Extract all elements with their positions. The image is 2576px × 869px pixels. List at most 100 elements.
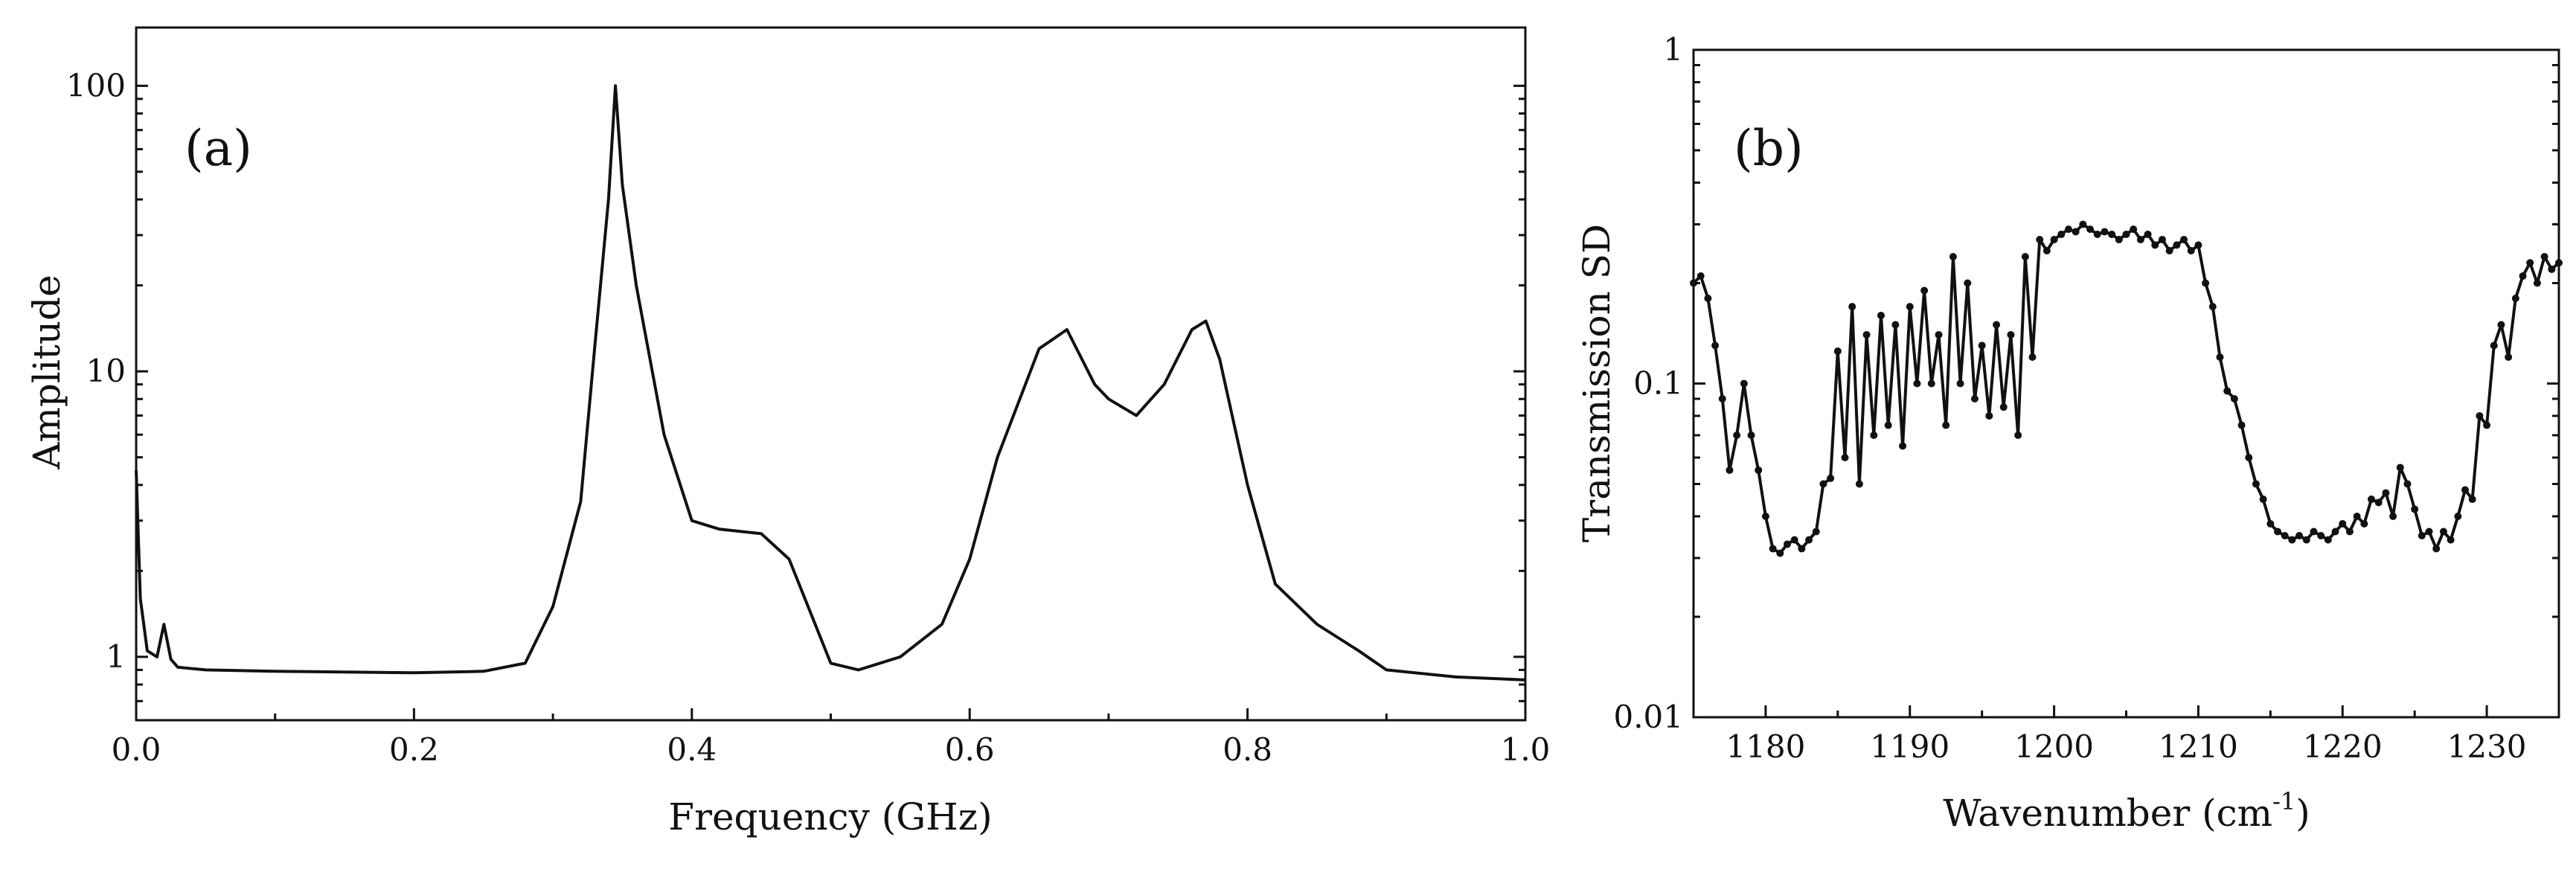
panel-b-data-point xyxy=(2259,496,2267,504)
panel-a-x-axis-title: Frequency (GHz) xyxy=(668,795,992,838)
panel-b-data-point xyxy=(2050,236,2058,244)
panel-b-data-point xyxy=(1790,536,1798,544)
panel-b-data-point xyxy=(1970,395,1979,403)
panel-b-x-tick-label: 1190 xyxy=(1870,728,1949,765)
panel-b-data-point xyxy=(2237,421,2246,429)
panel-b-y-tick-label: 1 xyxy=(1663,31,1683,68)
panel-b-data-point xyxy=(1740,379,1748,388)
panel-b-data-point xyxy=(2281,531,2289,539)
panel-b-data-point xyxy=(1993,321,2001,329)
panel-b-data-point xyxy=(2144,230,2152,238)
panel-b-data-point xyxy=(2302,536,2310,544)
panel-b-data-point xyxy=(2324,536,2332,544)
panel-b-data-point xyxy=(2396,464,2404,472)
panel-b-data-point xyxy=(1906,303,1914,311)
panel-b-data-point xyxy=(2115,236,2123,244)
panel-b-data-point xyxy=(2028,353,2037,361)
panel-b-series xyxy=(1690,220,2563,557)
panel-b-y-tick-label: 0.1 xyxy=(1633,365,1683,402)
panel-b-data-point xyxy=(2476,411,2484,420)
panel-b-x-axis-title: Wavenumber (cm-1) xyxy=(1943,787,2310,835)
panel-b-data-point xyxy=(2122,230,2130,238)
panel-b-x-axis-title-sup: -1 xyxy=(2272,787,2295,815)
panel-b-data-point xyxy=(2079,220,2087,228)
panel-b-x-tick-label: 1210 xyxy=(2159,728,2238,765)
panel-b-data-point xyxy=(2208,303,2217,311)
panel-a-x-tick-label: 0.2 xyxy=(389,731,439,768)
panel-b-data-point xyxy=(1899,442,1907,450)
panel-b-data-point xyxy=(2194,241,2202,249)
panel-b-data-point xyxy=(1913,379,1921,388)
panel-b-data-point xyxy=(2108,230,2116,238)
panel-b-ticks xyxy=(1694,48,2559,719)
panel-b-plot-frame xyxy=(1692,48,2560,719)
panel-b-x-tick-label: 1220 xyxy=(2303,728,2383,765)
panel-b-data-point xyxy=(1920,286,1929,295)
panel-a-x-tick-label: 0.8 xyxy=(1223,731,1272,768)
panel-b-data-point xyxy=(2086,225,2095,234)
panel-b-data-point xyxy=(2136,236,2144,244)
panel-b-data-point xyxy=(2432,545,2441,553)
panel-b-data-point xyxy=(2555,259,2563,267)
panel-b-data-point xyxy=(2331,528,2339,536)
panel-b-data-point xyxy=(2511,295,2519,303)
panel-b-data-point xyxy=(1711,341,1720,350)
panel-b-data-point xyxy=(1805,536,1813,544)
panel-a-x-tick-label: 0.0 xyxy=(112,731,161,768)
panel-a-y-tick-label: 100 xyxy=(66,67,126,103)
panel-b-data-point xyxy=(1848,303,1856,311)
panel-b-data-point xyxy=(2151,241,2159,249)
panel-b-data-point xyxy=(2411,505,2419,513)
panel-b-data-point xyxy=(2468,496,2476,504)
panel-b-data-point xyxy=(1855,480,1863,488)
panel-b-tick-labels: 1180 1190 1200 1210 1220 1230 0.01 0.1 1 xyxy=(1613,31,2526,765)
panel-b-data-point xyxy=(1769,545,1777,553)
panel-b-data-point xyxy=(2274,528,2282,536)
panel-b-data-point xyxy=(2382,489,2390,497)
panel-b-data-point xyxy=(2353,512,2361,520)
panel-b-data-point xyxy=(1819,480,1827,488)
panel-b-data-point xyxy=(2187,247,2195,255)
panel-b-data-point xyxy=(2439,528,2447,536)
panel-b-data-point xyxy=(1798,545,1806,553)
panel-b-data-point xyxy=(2505,353,2513,361)
panel-b-data-point xyxy=(1690,279,1697,287)
panel-b-data-point xyxy=(2533,279,2541,287)
panel-b-data-point xyxy=(1726,466,1734,474)
panel-b-data-point xyxy=(2461,486,2470,494)
panel-b-data-point xyxy=(1733,431,1741,439)
panel-b-data-point xyxy=(2216,353,2224,361)
panel-b-data-point xyxy=(2093,230,2101,238)
panel-b-data-point xyxy=(2007,330,2015,339)
panel-b-data-point xyxy=(1812,528,1820,536)
panel-b-data-point xyxy=(1877,311,1885,319)
panel-b-data-point xyxy=(2042,247,2051,255)
panel-a-series-line xyxy=(135,84,1526,682)
panel-b-data-point xyxy=(1935,330,1943,339)
panel-b-label: (b) xyxy=(1734,120,1804,177)
panel-b-data-point xyxy=(1755,466,1763,474)
panel-b-data-point xyxy=(1776,549,1784,557)
panel-b-data-point xyxy=(2180,236,2188,244)
panel-a-x-tick-label: 0.4 xyxy=(667,731,717,768)
panel-b-data-point xyxy=(2245,453,2253,461)
panel-a-label: (a) xyxy=(185,120,252,177)
panel-b-data-point xyxy=(1964,279,1972,287)
panel-b-data-point xyxy=(2497,321,2505,329)
panel-b-data-point xyxy=(2288,536,2296,544)
panel-a-y-tick-label: 10 xyxy=(86,353,126,389)
panel-b-data-point xyxy=(2317,531,2325,539)
panel-a-y-axis-title: Amplitude xyxy=(25,275,68,469)
panel-b-data-point xyxy=(2425,528,2433,536)
panel-b-data-point xyxy=(2036,236,2044,244)
panel-b-data-point xyxy=(2345,528,2354,536)
panel-a-x-tick-label: 0.6 xyxy=(945,731,995,768)
panel-b-data-point xyxy=(2374,498,2383,507)
panel-b-data-point xyxy=(1978,341,1986,350)
panel-b-data-point xyxy=(2252,480,2260,488)
panel-b-data-point xyxy=(2202,279,2210,287)
panel-b-data-point xyxy=(1783,540,1791,548)
panel-b-data-point xyxy=(2014,431,2022,439)
panel-b-data-point xyxy=(2389,512,2397,520)
